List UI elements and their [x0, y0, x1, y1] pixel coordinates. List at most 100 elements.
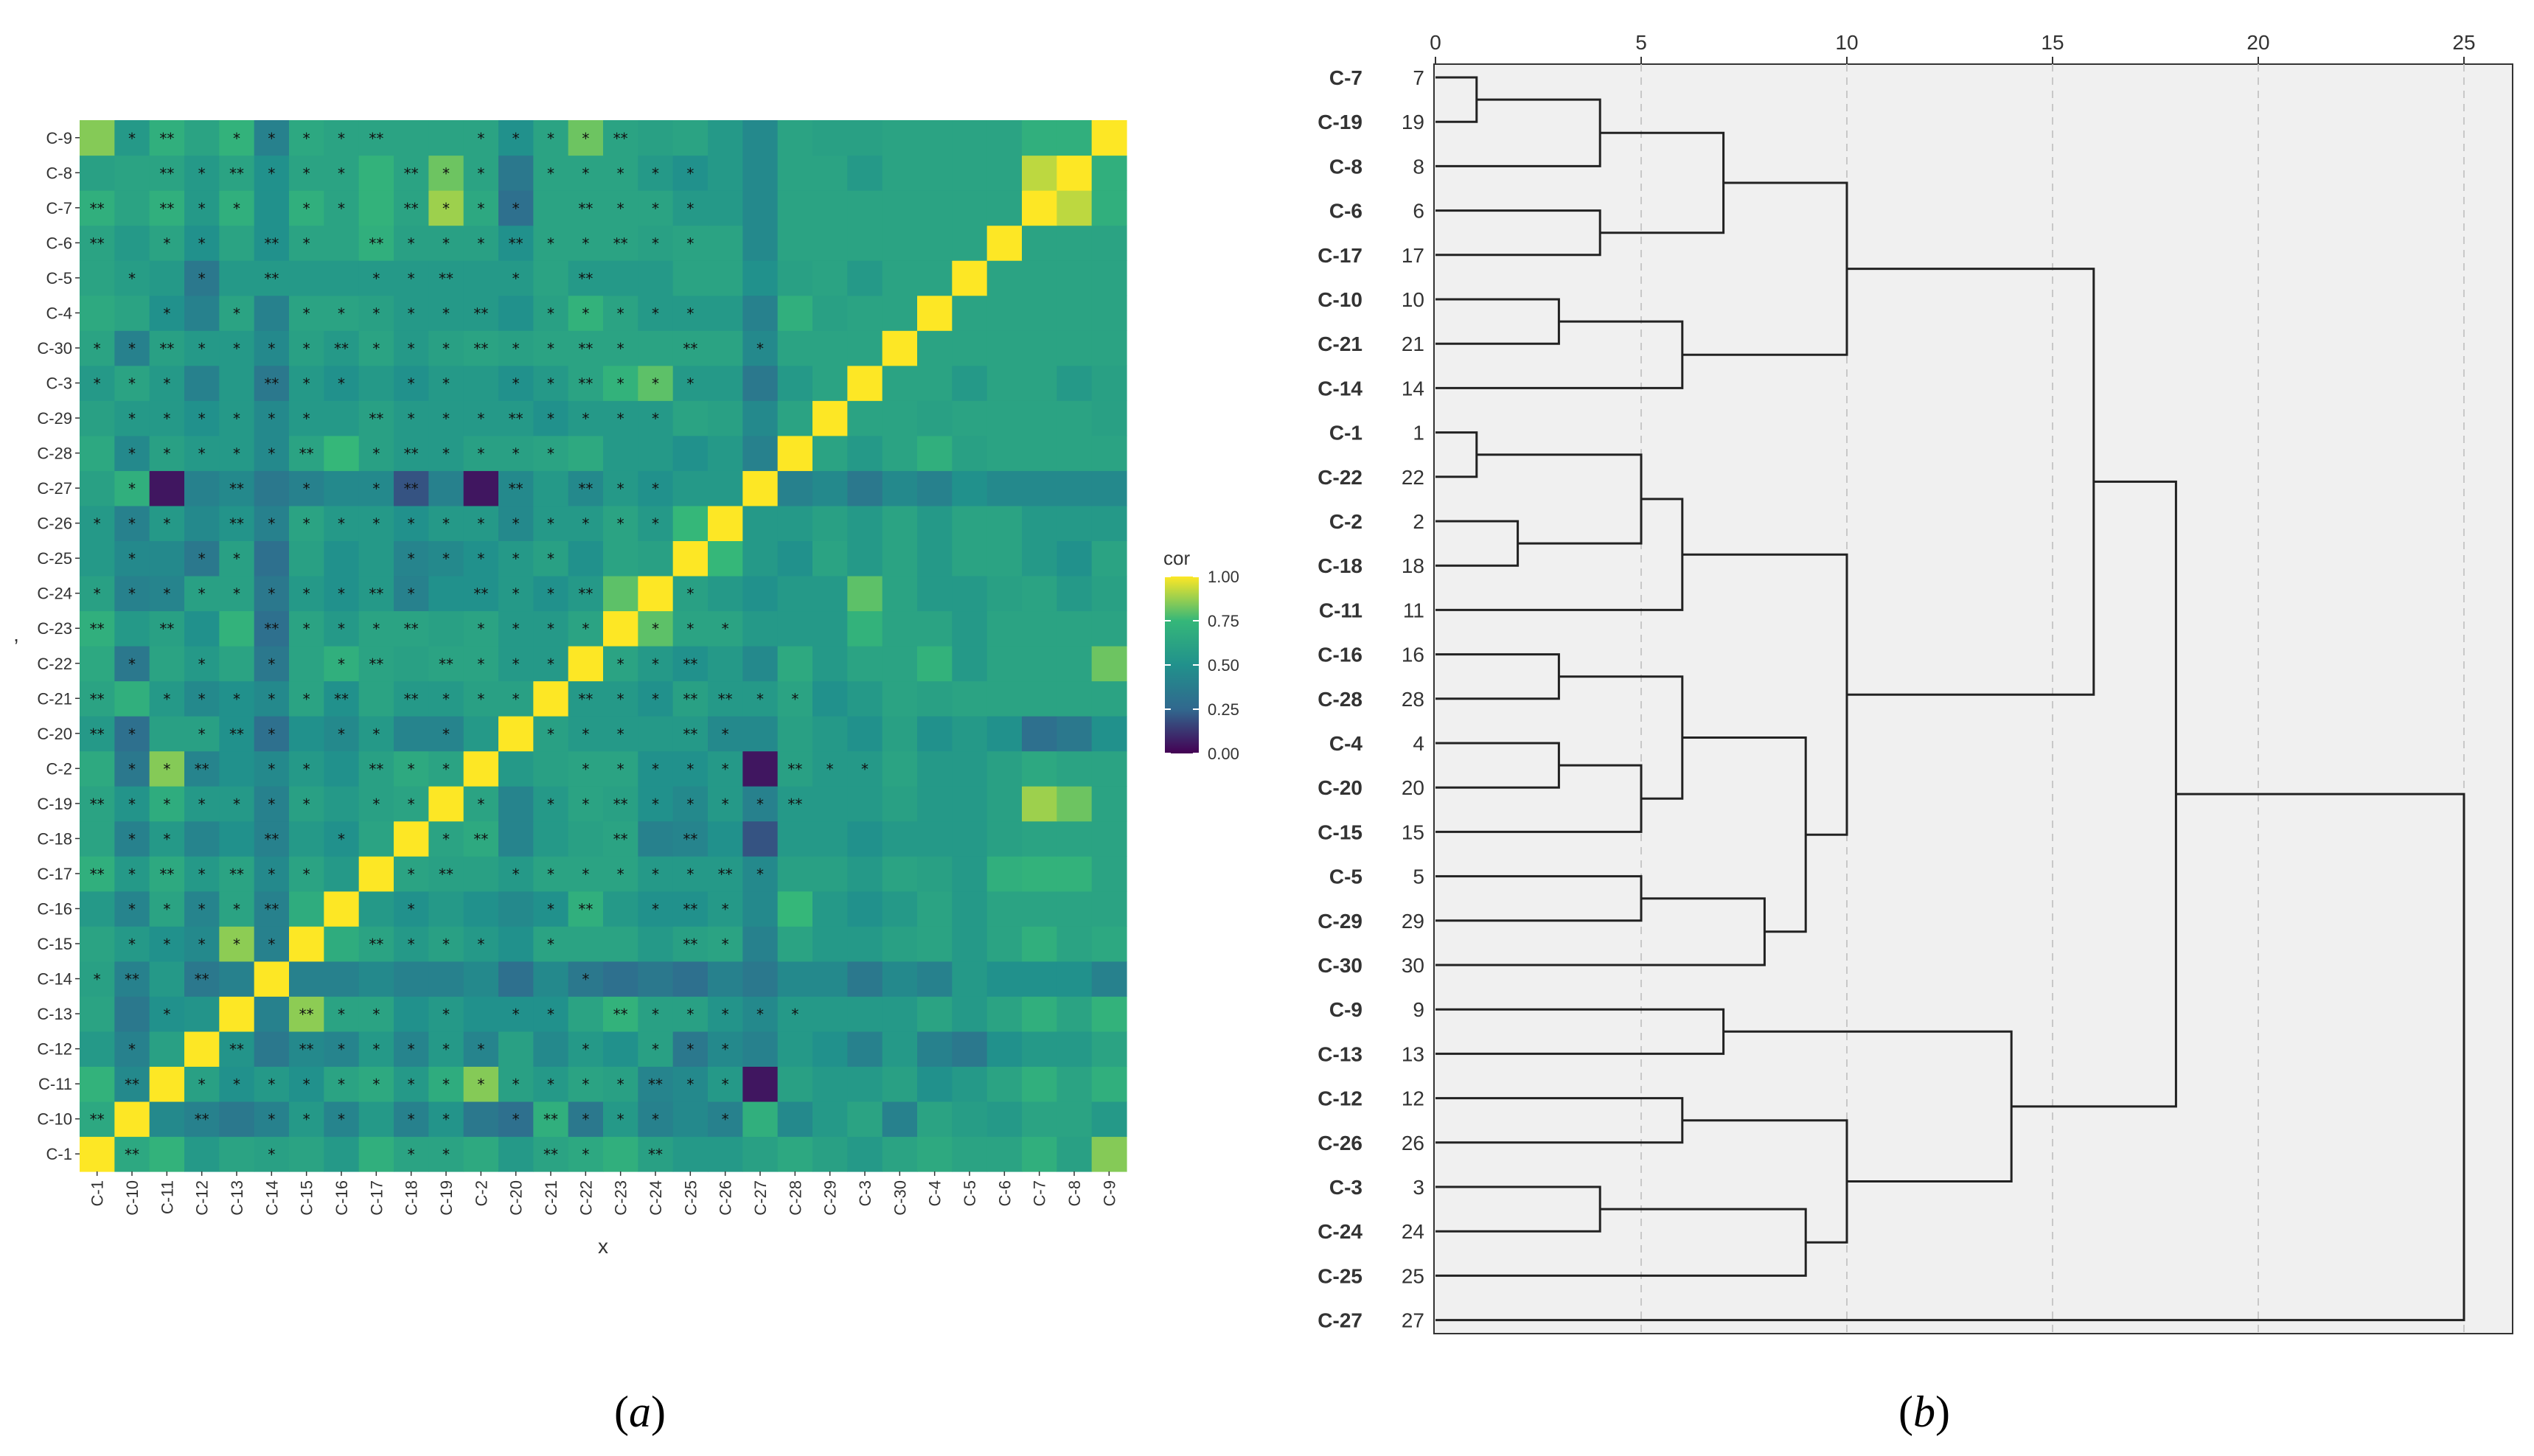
heatmap-cell [394, 1136, 429, 1172]
heatmap-cell [533, 750, 569, 787]
significance-mark: * [442, 1111, 450, 1129]
heatmap-cell [254, 996, 290, 1032]
significance-mark: ** [543, 1111, 558, 1129]
heatmap-cell [638, 155, 674, 191]
significance-mark: ** [125, 971, 139, 989]
heatmap-cell [533, 365, 569, 401]
heatmap-cell [1091, 891, 1127, 927]
significance-mark: * [233, 410, 240, 428]
heatmap-cell [184, 926, 220, 962]
significance-mark: * [372, 1041, 380, 1059]
significance-mark: ** [578, 690, 593, 708]
heatmap-col-label: C-9 [1100, 1180, 1118, 1206]
heatmap-cell [463, 470, 499, 506]
significance-mark: ** [404, 480, 419, 498]
significance-mark: * [512, 515, 520, 533]
heatmap-cell [80, 225, 115, 261]
heatmap-cell [1022, 575, 1057, 612]
heatmap-cell [708, 470, 743, 506]
heatmap-cell [324, 295, 360, 331]
significance-mark: * [338, 725, 345, 743]
significance-mark: * [233, 901, 240, 919]
heatmap-cell [463, 295, 499, 331]
heatmap-cell [847, 821, 883, 857]
significance-mark: * [722, 795, 729, 813]
heatmap-cell [254, 1101, 290, 1138]
heatmap-cell [986, 505, 1023, 541]
caption-paren-open: ( [614, 1387, 629, 1436]
heatmap-cell [568, 365, 604, 401]
heatmap-cell [882, 891, 918, 927]
heatmap-cell [812, 856, 848, 892]
heatmap-cell [1022, 856, 1057, 892]
heatmap-cell [812, 750, 848, 787]
heatmap-cell [289, 786, 324, 822]
heatmap-cell [812, 926, 848, 962]
heatmap-cell [428, 1066, 464, 1102]
heatmap-cell [80, 120, 115, 156]
heatmap-cell [219, 400, 255, 436]
heatmap-cell [184, 120, 220, 156]
heatmap-cell [1022, 225, 1057, 261]
heatmap-cell [986, 1031, 1023, 1067]
significance-mark: * [303, 200, 310, 217]
heatmap-cell [498, 330, 534, 366]
heatmap-cell [219, 891, 255, 927]
heatmap-cell [463, 821, 499, 857]
heatmap-cell [812, 891, 848, 927]
heatmap-cell [80, 470, 115, 506]
heatmap-cell [1057, 260, 1093, 296]
heatmap-cell [463, 365, 499, 401]
heatmap-cell [289, 435, 324, 471]
significance-mark: * [268, 725, 275, 743]
heatmap-cell [1091, 961, 1127, 997]
significance-mark: * [233, 445, 240, 463]
heatmap-cell [603, 155, 638, 191]
significance-mark: * [233, 340, 240, 358]
leaf-label: C-25 [1318, 1264, 1362, 1287]
heatmap-col-label: C-21 [542, 1180, 560, 1216]
heatmap-cell [638, 120, 674, 156]
significance-mark: * [233, 550, 240, 568]
heatmap-cell [428, 821, 464, 857]
heatmap-cell [812, 540, 848, 577]
heatmap-cell [882, 646, 918, 682]
heatmap-cell [568, 400, 604, 436]
heatmap-cell [358, 786, 394, 822]
heatmap-cell [638, 750, 674, 787]
heatmap-cell [1022, 926, 1057, 962]
heatmap-cell [498, 470, 534, 506]
significance-mark: * [163, 901, 170, 919]
significance-mark: * [338, 515, 345, 533]
heatmap-cell [952, 435, 988, 471]
heatmap-cell [672, 435, 709, 471]
heatmap-cell [882, 505, 918, 541]
heatmap-cell [428, 961, 464, 997]
significance-mark: * [372, 340, 380, 358]
significance-mark: * [303, 130, 310, 147]
heatmap-cell [952, 155, 988, 191]
significance-mark: * [128, 901, 136, 919]
heatmap-cell [1091, 400, 1127, 436]
heatmap-cell [847, 891, 883, 927]
heatmap-cell [533, 926, 569, 962]
heatmap-cell [986, 155, 1023, 191]
heatmap-cell [184, 190, 220, 226]
heatmap-cell [358, 1136, 394, 1172]
heatmap-cell [289, 821, 324, 857]
heatmap-cell [986, 120, 1023, 156]
heatmap-cell [986, 575, 1023, 612]
heatmap-cell [533, 646, 569, 682]
heatmap-cell [777, 225, 813, 261]
significance-mark: * [163, 410, 170, 428]
heatmap-cell [603, 260, 638, 296]
significance-mark: * [652, 620, 659, 638]
heatmap-cell [1057, 1066, 1093, 1102]
significance-mark: * [477, 1041, 484, 1059]
significance-mark: * [233, 690, 240, 708]
heatmap-cell [1022, 295, 1057, 331]
significance-mark: * [686, 1041, 694, 1059]
heatmap-cell [1022, 996, 1057, 1032]
heatmap-cell [1091, 1031, 1127, 1067]
heatmap-cell [742, 961, 779, 997]
